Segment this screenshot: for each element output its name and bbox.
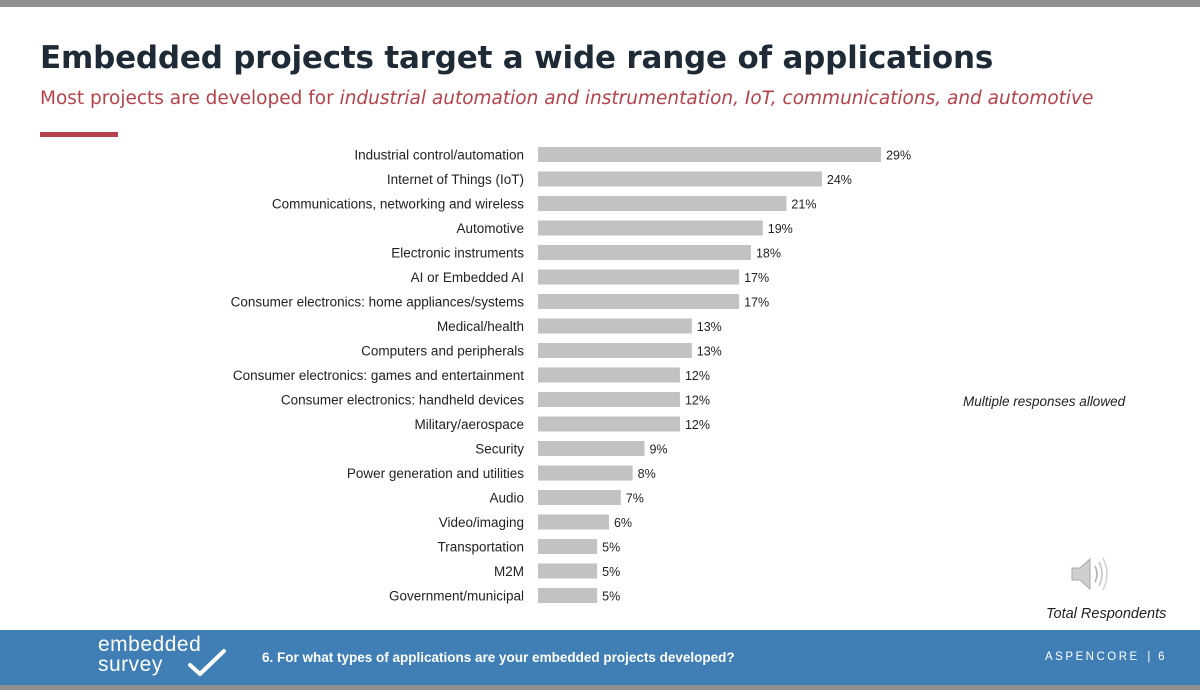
category-label: M2M	[494, 564, 524, 579]
subtitle-prefix: Most projects are developed for	[40, 88, 340, 109]
brand-separator: |	[1147, 651, 1151, 663]
bar	[538, 171, 822, 187]
speaker-icon[interactable]	[1068, 553, 1112, 595]
category-label: Consumer electronics: games and entertai…	[233, 368, 524, 383]
category-label: Automotive	[456, 221, 524, 236]
data-label: 8%	[638, 467, 656, 481]
footer-bar: embedded survey 6. For what types of app…	[0, 630, 1200, 685]
bar	[538, 539, 598, 554]
multiple-responses-note: Multiple responses allowed	[963, 394, 1126, 409]
category-label: Communications, networking and wireless	[272, 197, 524, 212]
embedded-survey-logo: embedded survey	[98, 634, 258, 682]
data-label: 19%	[768, 222, 793, 236]
data-label: 13%	[697, 345, 722, 359]
bar	[538, 392, 680, 407]
bar	[538, 196, 787, 211]
logo-line-embedded: embedded	[98, 633, 202, 656]
brand-footer: ASPENCORE | 6	[1045, 651, 1167, 663]
bar	[538, 294, 740, 309]
category-label: Industrial control/automation	[354, 148, 524, 163]
data-label: 5%	[602, 565, 620, 579]
bar	[538, 220, 763, 236]
subtitle-emphasis: industrial automation and instrumentatio…	[339, 88, 1094, 109]
bar	[538, 343, 692, 358]
bar	[538, 147, 882, 162]
bar	[538, 269, 740, 285]
category-label: Consumer electronics: handheld devices	[281, 393, 524, 408]
data-label: 5%	[602, 541, 620, 555]
data-label: 5%	[602, 590, 620, 604]
data-label: 6%	[614, 516, 632, 530]
data-label: 13%	[697, 320, 722, 334]
data-label: 7%	[626, 492, 644, 506]
category-label: Computers and peripherals	[361, 344, 524, 359]
accent-rule	[40, 132, 118, 137]
category-label: Medical/health	[437, 319, 524, 334]
data-label: 24%	[827, 173, 852, 187]
category-label: Transportation	[437, 540, 524, 555]
total-respondents-label: Total Respondents	[1046, 606, 1167, 622]
data-label: 21%	[791, 198, 816, 212]
slide-subtitle: Most projects are developed for industri…	[40, 88, 1093, 109]
bar	[538, 563, 598, 579]
slide-title: Embedded projects target a wide range of…	[40, 40, 994, 76]
category-label: Video/imaging	[439, 515, 524, 530]
bar	[538, 465, 633, 481]
data-label: 17%	[744, 271, 769, 285]
category-label: Security	[475, 442, 524, 457]
applications-bar-chart: Industrial control/automation 29% Internet…	[231, 147, 911, 604]
category-label: Government/municipal	[389, 589, 524, 604]
data-label: 17%	[744, 296, 769, 310]
brand-name: ASPENCORE	[1045, 651, 1140, 663]
category-label: Audio	[489, 491, 524, 506]
bar	[538, 588, 598, 603]
bar	[538, 318, 692, 334]
data-label: 12%	[685, 394, 710, 408]
category-label: AI or Embedded AI	[411, 270, 524, 285]
data-label: 18%	[756, 247, 781, 261]
category-label: Internet of Things (IoT)	[387, 172, 524, 187]
category-label: Consumer electronics: home appliances/sy…	[231, 295, 525, 310]
survey-question: 6. For what types of applications are yo…	[262, 650, 735, 665]
category-label: Military/aerospace	[414, 417, 524, 432]
category-label: Power generation and utilities	[347, 466, 524, 481]
bar	[538, 514, 609, 530]
bar	[538, 416, 680, 432]
bar	[538, 441, 645, 456]
bar	[538, 367, 680, 383]
data-label: 9%	[649, 443, 667, 457]
data-label: 12%	[685, 418, 710, 432]
bottom-border	[0, 685, 1200, 690]
checkmark-icon	[188, 649, 226, 676]
logo-line-survey: survey	[98, 653, 163, 676]
data-label: 29%	[886, 149, 911, 163]
page-number: 6	[1158, 651, 1168, 663]
category-label: Electronic instruments	[391, 246, 524, 261]
data-label: 12%	[685, 369, 710, 383]
bar	[538, 490, 621, 505]
top-border	[0, 0, 1200, 7]
bar	[538, 245, 751, 260]
